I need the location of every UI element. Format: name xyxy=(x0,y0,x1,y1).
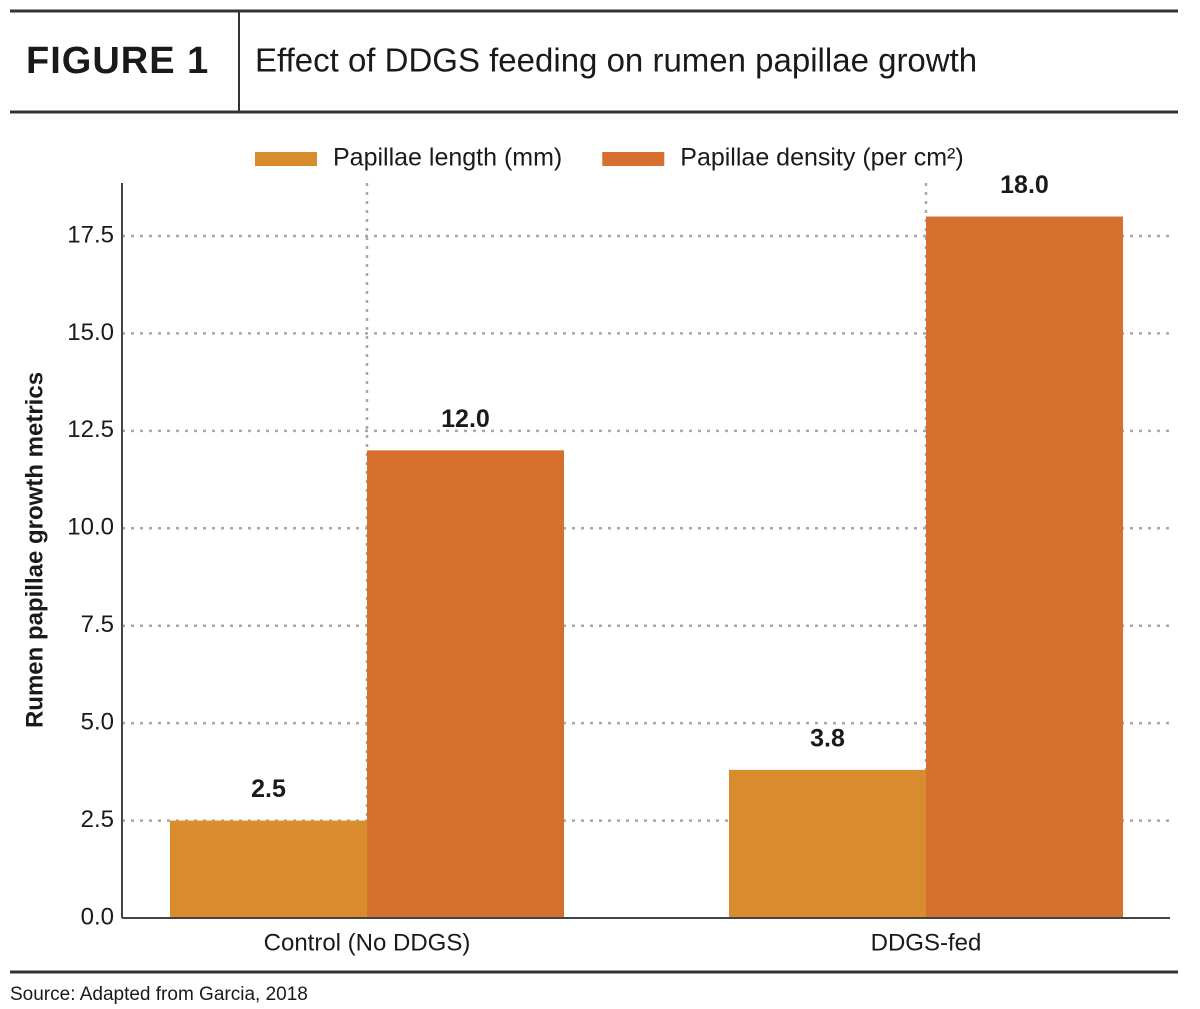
legend-swatch xyxy=(255,152,317,166)
bar xyxy=(926,216,1123,918)
legend-label: Papillae density (per cm²) xyxy=(680,144,963,172)
bar xyxy=(170,820,367,918)
y-tick-label: 10.0 xyxy=(67,514,114,541)
y-tick-label: 15.0 xyxy=(67,319,114,346)
y-tick-label: 0.0 xyxy=(81,903,114,930)
value-label: 12.0 xyxy=(441,405,490,433)
y-tick-label: 17.5 xyxy=(67,221,114,248)
legend-swatch xyxy=(602,152,665,166)
value-label: 2.5 xyxy=(251,775,286,803)
x-tick-label: DDGS-fed xyxy=(871,929,982,956)
y-tick-label: 5.0 xyxy=(81,708,114,735)
source: Source: Adapted from Garcia, 2018 xyxy=(10,984,308,1005)
y-tick-label: 7.5 xyxy=(81,611,114,638)
figure-label: FIGURE 1 xyxy=(26,40,209,82)
y-axis-label: Rumen papillae growth metrics xyxy=(21,372,48,728)
y-tick-label: 12.5 xyxy=(67,416,114,443)
legend-label: Papillae length (mm) xyxy=(333,144,562,172)
chart-title: Effect of DDGS feeding on rumen papillae… xyxy=(255,42,977,79)
y-tick-label: 2.5 xyxy=(81,806,114,833)
x-tick-label: Control (No DDGS) xyxy=(264,929,471,956)
bar xyxy=(729,769,926,918)
value-label: 18.0 xyxy=(1000,171,1049,199)
value-label: 3.8 xyxy=(810,725,845,753)
bar xyxy=(367,450,564,918)
